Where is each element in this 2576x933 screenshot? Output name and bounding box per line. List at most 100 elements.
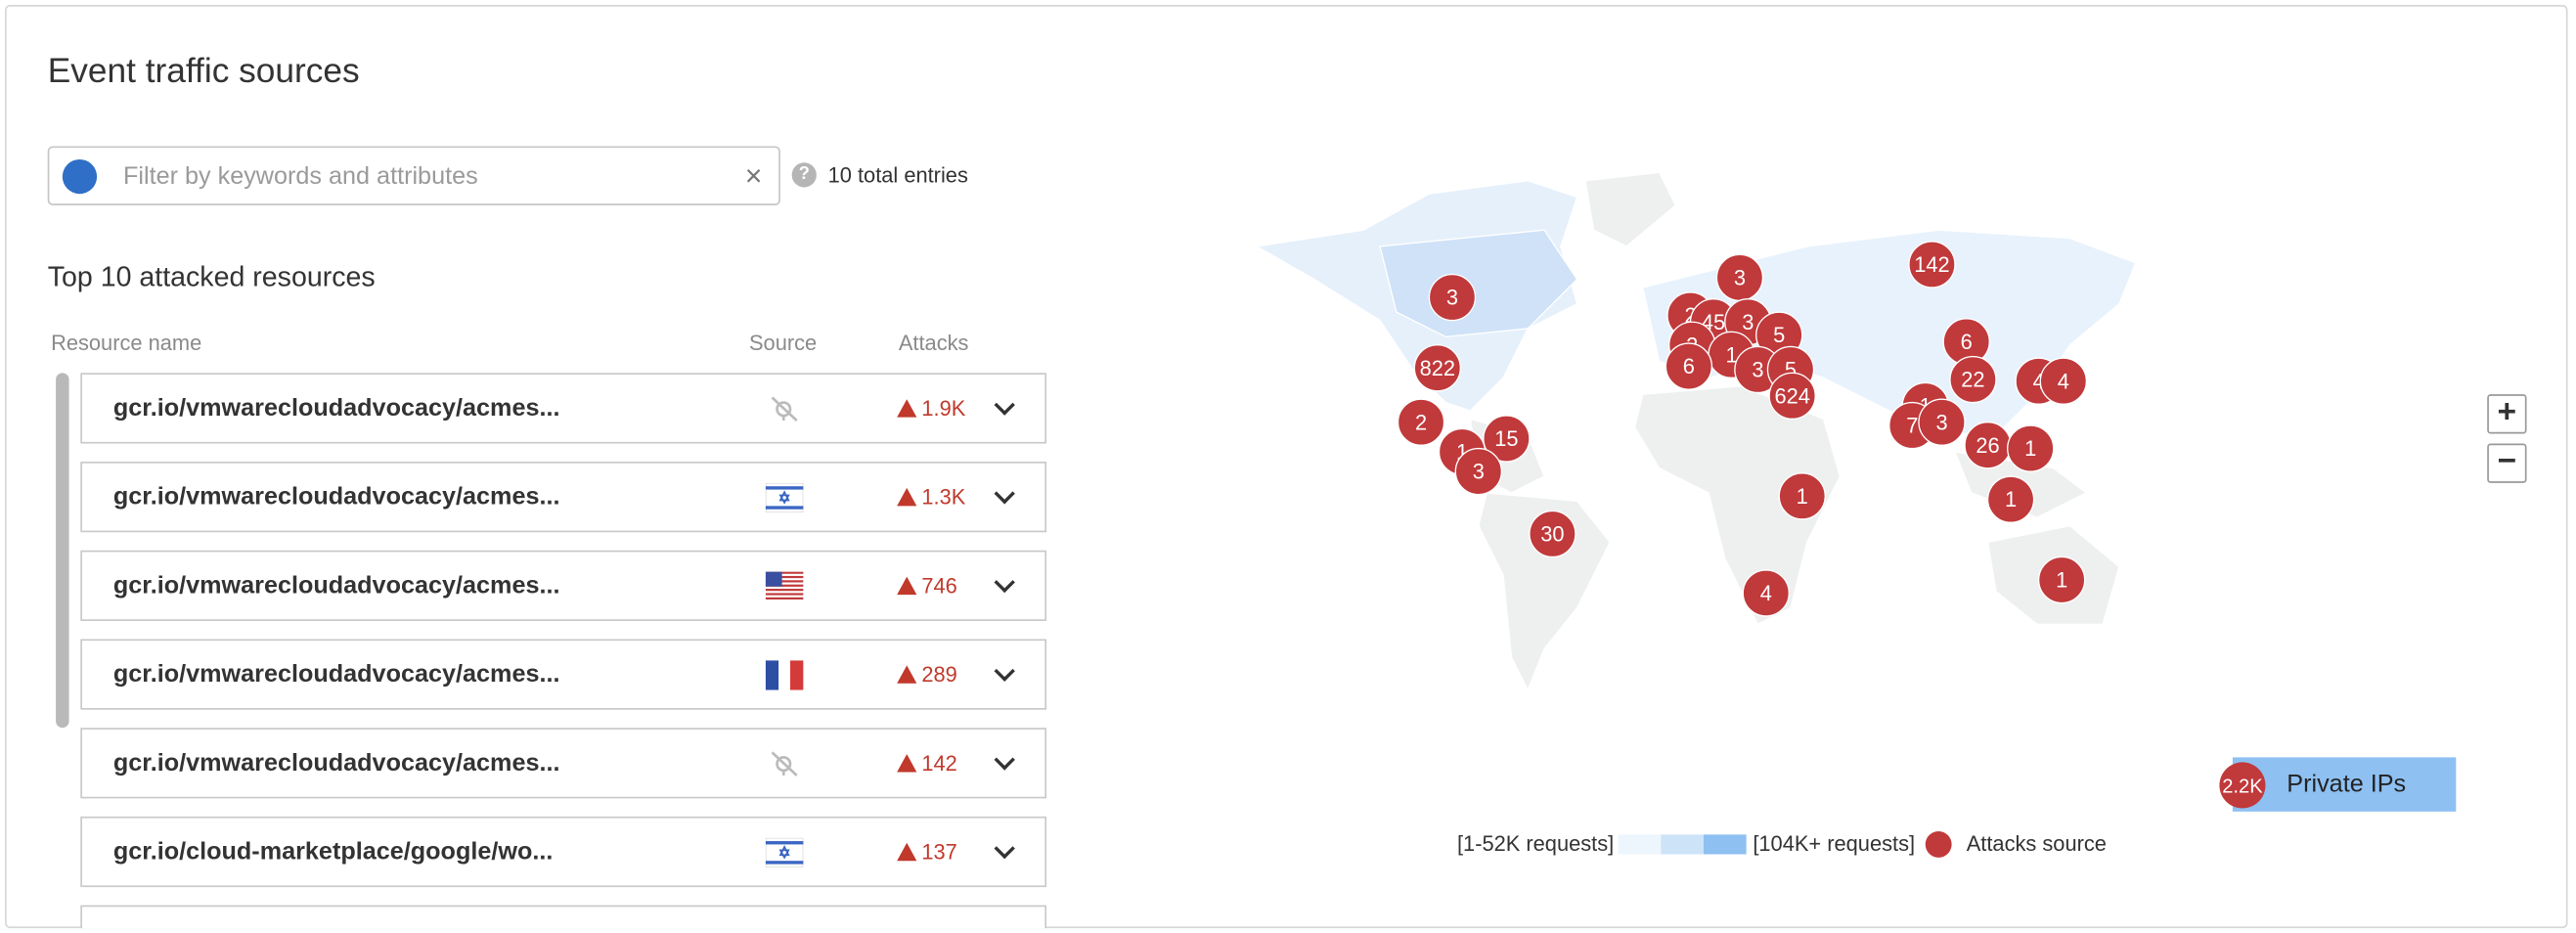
marker-dot xyxy=(1483,415,1531,463)
marker-label: 15 xyxy=(1494,426,1518,451)
marker-dot xyxy=(1413,344,1462,392)
source-flag xyxy=(764,482,805,513)
source-flag xyxy=(764,836,805,868)
marker[interactable]: 26 xyxy=(1964,422,2012,469)
marker[interactable]: 624 xyxy=(1768,372,1816,421)
legend-high: [104K+ requests] xyxy=(1753,830,1916,857)
column-header[interactable]: Source xyxy=(748,330,818,355)
clear-button[interactable]: × xyxy=(744,158,763,193)
marker[interactable]: 1 xyxy=(2007,424,2055,472)
marker[interactable]: 4 xyxy=(1742,569,1790,617)
marker[interactable]: 142 xyxy=(1908,241,1956,289)
table-body: gcr.io/vmwarecloudadvocacy/acmes... 1.9K g… xyxy=(0,0,1051,929)
marker-label: 6 xyxy=(1683,354,1695,378)
column-header[interactable]: Resource name xyxy=(51,330,202,355)
source-flag xyxy=(765,571,804,601)
marker-dot xyxy=(1908,241,1956,289)
marker-dot xyxy=(2007,424,2055,472)
section-title: Top 10 attacked resources xyxy=(47,261,376,293)
marker[interactable]: 15 xyxy=(1483,415,1531,463)
marker[interactable]: 3 xyxy=(1454,447,1503,496)
panel xyxy=(5,5,2568,929)
marker-dot xyxy=(2039,357,2088,405)
marker-label: 1 xyxy=(1725,342,1737,367)
filter-placeholder: Filter by keywords and attributes xyxy=(122,162,478,191)
marker[interactable]: 3 xyxy=(1428,273,1477,322)
attacks: 1.9K xyxy=(897,396,965,421)
marker-dot xyxy=(1428,273,1477,322)
resource-name: gcr.io/vmwarecloudadvocacy/acmes... xyxy=(112,482,560,511)
attacks: 746 xyxy=(897,573,957,598)
marker-label: 3 xyxy=(1446,286,1458,310)
table-row[interactable]: gcr.io/vmwarecloudadvocacy/acmes... 1.9K xyxy=(80,373,1047,444)
marker[interactable]: 1 xyxy=(2037,555,2086,604)
marker[interactable]: 3 xyxy=(1715,253,1764,302)
marker[interactable]: 2 xyxy=(1397,398,1445,446)
table-row[interactable]: gcr.io/vmwarecloudadvocacy/acmes... 1.3K xyxy=(80,462,1047,533)
warning-icon xyxy=(897,576,917,596)
marker-label: 142 xyxy=(1914,252,1949,277)
resource-name: gcr.io/vmwarecloudadvocacy/acmes... xyxy=(112,748,560,778)
table-row[interactable]: gcr.io/vmwarecloudadvocacy/acmes... 289 xyxy=(80,639,1047,710)
private-ips-marker: 2.2K xyxy=(2219,762,2266,809)
marker-label: 1 xyxy=(2005,487,2017,511)
attacks: 142 xyxy=(897,751,957,776)
attacks: 137 xyxy=(897,839,957,865)
warning-icon xyxy=(897,399,917,418)
marker-label: 1 xyxy=(1797,484,1808,509)
table-row[interactable]: gcr.io/cloud-marketplace/google/wo... 137 xyxy=(80,816,1047,888)
table-row[interactable]: gcr.io/vmwarecloudadvocacy/acmes... 142 xyxy=(80,728,1047,799)
marker-label: 4 xyxy=(1760,581,1772,605)
marker-label: 822 xyxy=(1420,356,1455,380)
marker-label: 2 xyxy=(1415,410,1427,434)
warning-icon xyxy=(897,487,917,507)
scrollbar[interactable] xyxy=(56,373,69,729)
marker-dot xyxy=(1397,398,1445,446)
legend-swatch xyxy=(1703,834,1747,855)
marker[interactable]: 6 xyxy=(1942,318,1990,366)
source-flag xyxy=(765,660,804,690)
marker-dot xyxy=(1949,355,1997,404)
legend-swatch xyxy=(1618,834,1662,855)
marker-label: 3 xyxy=(1742,310,1754,334)
marker-label: 3 xyxy=(1473,460,1485,484)
table-row[interactable]: gcr.io/vmwarecloudadvocacy/acmes... 746 xyxy=(80,550,1047,621)
marker-dot xyxy=(2037,555,2086,604)
marker-dot xyxy=(1778,472,1826,520)
private-ips[interactable]: Private IPs xyxy=(2232,757,2457,812)
attacks: 1.3K xyxy=(897,485,965,510)
filter-icon xyxy=(62,158,98,195)
marker-label: 6 xyxy=(1961,330,1973,354)
marker[interactable]: 30 xyxy=(1529,510,1577,558)
marker-dot xyxy=(1742,569,1790,617)
warning-icon xyxy=(897,665,917,684)
marker-label: 4 xyxy=(2058,369,2069,393)
attacks-count: 746 xyxy=(921,573,957,599)
zoom-in[interactable]: + xyxy=(2487,394,2527,434)
marker[interactable]: 822 xyxy=(1413,344,1462,392)
marker[interactable]: 4 xyxy=(2039,357,2088,405)
table-row[interactable]: gcr.io/vmwarecloudadvocacy/acmes...186 xyxy=(80,905,1047,929)
marker-dot xyxy=(1918,398,1966,446)
filter-input[interactable]: Filter by keywords and attributes × xyxy=(47,146,780,205)
marker-label: 26 xyxy=(1976,433,1999,458)
marker[interactable]: 6 xyxy=(1665,342,1713,390)
warning-icon xyxy=(897,754,917,773)
markers: 3822211533032453215635624142622441732611… xyxy=(1397,241,2088,617)
help-icon[interactable]: ? xyxy=(791,162,817,188)
resource-name: gcr.io/vmwarecloudadvocacy/acmes... xyxy=(112,394,560,422)
marker-label: 1 xyxy=(2056,568,2067,593)
marker-label: 1 xyxy=(2024,436,2036,461)
marker[interactable]: 22 xyxy=(1949,355,1997,404)
marker[interactable]: 1 xyxy=(1778,472,1826,520)
legend-swatch xyxy=(1661,834,1704,855)
marker[interactable]: 3 xyxy=(1918,398,1966,446)
marker-dot xyxy=(1529,510,1577,558)
zoom-out[interactable]: − xyxy=(2487,443,2527,483)
column-header[interactable]: Attacks xyxy=(898,330,969,355)
source-flag xyxy=(766,749,804,778)
attacks-count: 137 xyxy=(921,839,957,865)
marker[interactable]: 1 xyxy=(1986,475,2035,523)
